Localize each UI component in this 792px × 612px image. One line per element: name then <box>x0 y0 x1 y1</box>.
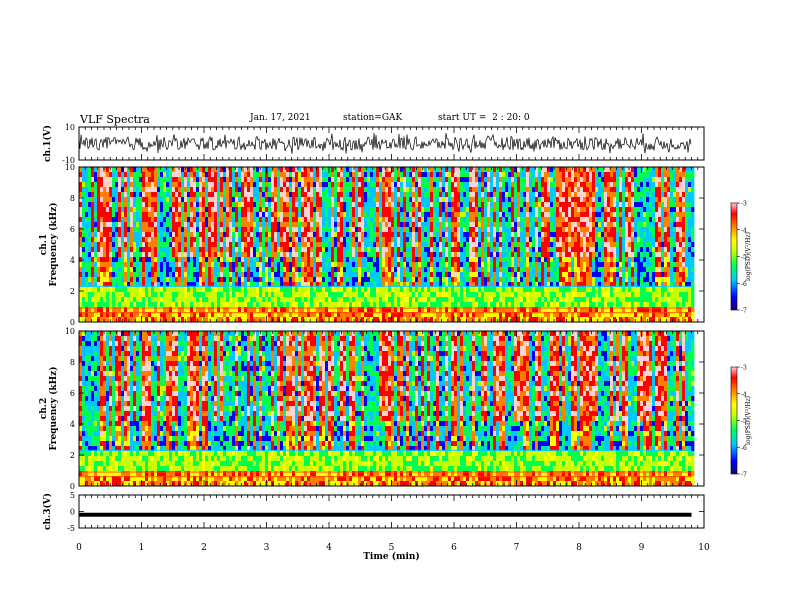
colorbar-tick-ch1-4: -7 <box>741 308 747 315</box>
colorbar-tick-ch2-2: -5 <box>741 418 747 425</box>
y-tick-label-p1-1: -10 <box>62 156 75 165</box>
y-tick-label-p2-4: 8 <box>70 194 75 203</box>
y-tick-label-p2-2: 4 <box>70 256 75 265</box>
colorbar-ch2 <box>730 366 738 475</box>
x-tick-label-6: 6 <box>451 543 457 553</box>
colorbar-label-ch2: log(PSD)(V²/Hz) <box>745 396 752 445</box>
colorbar-tick-ch1-3: -6 <box>741 281 747 288</box>
y-tick-label-p3-4: 8 <box>70 358 75 367</box>
y-tick-label-p3-5: 10 <box>65 327 75 336</box>
colorbar-tick-ch2-4: -7 <box>741 472 747 479</box>
y-tick-label-p2-3: 6 <box>70 225 75 234</box>
y-axis-label-p2-0: ch.1 <box>39 234 49 255</box>
colorbar-tick-ch2-0: -3 <box>741 365 747 372</box>
observation-date: Jan. 17, 2021 <box>250 113 311 123</box>
colorbar-tick-ch2-1: -4 <box>741 391 747 398</box>
y-tick-label-p3-2: 4 <box>70 420 75 429</box>
colorbar-label-ch1: log(PSD)(V²/Hz) <box>745 232 752 281</box>
x-tick-label-4: 4 <box>326 543 332 553</box>
x-tick-label-5: 5 <box>389 543 395 553</box>
x-axis-label: Time (min) <box>363 551 420 562</box>
x-tick-label-10: 10 <box>698 543 710 553</box>
station-label: station=GAK <box>343 113 403 123</box>
y-tick-label-p4-2: -5 <box>67 524 75 533</box>
y-tick-label-p3-0: 0 <box>70 482 75 491</box>
x-tick-label-7: 7 <box>514 543 520 553</box>
y-tick-label-p2-1: 2 <box>70 287 75 296</box>
x-tick-label-3: 3 <box>264 543 270 553</box>
y-axis-label-p3-1: Frequency (kHz) <box>48 366 59 450</box>
y-tick-label-p4-1: 0 <box>70 508 75 517</box>
y-tick-label-p2-0: 0 <box>70 318 75 327</box>
y-tick-label-p1-0: 10 <box>65 123 75 132</box>
x-tick-label-0: 0 <box>76 543 82 553</box>
colorbar-tick-ch2-3: -6 <box>741 445 747 452</box>
y-tick-label-p3-1: 2 <box>70 451 75 460</box>
spectrogram-ch1 <box>79 167 695 322</box>
colorbar-tick-ch1-0: -3 <box>741 201 747 208</box>
y-axis-label-p4-0: ch.3(V) <box>42 493 53 530</box>
figure-title: VLF Spectra <box>80 113 150 126</box>
y-axis-label-p2-1: Frequency (kHz) <box>48 202 59 286</box>
y-tick-label-p2-5: 10 <box>65 163 75 172</box>
x-tick-label-2: 2 <box>201 543 207 553</box>
ch1-waveform-line <box>78 132 692 154</box>
colorbar-tick-ch1-2: -5 <box>741 254 747 261</box>
colorbar-tick-ch1-1: -4 <box>741 227 747 234</box>
spectrogram-ch2 <box>79 331 695 486</box>
colorbar-ch1 <box>730 202 738 311</box>
y-tick-label-p3-3: 6 <box>70 389 75 398</box>
x-tick-label-1: 1 <box>139 543 145 553</box>
y-axis-label-p3-0: ch.2 <box>39 398 49 419</box>
x-tick-label-8: 8 <box>576 543 582 553</box>
start-time-label: start UT = 2 : 20: 0 <box>438 113 530 123</box>
y-axis-label-p1-0: ch.1(V) <box>42 125 53 162</box>
x-tick-label-9: 9 <box>639 543 645 553</box>
y-tick-label-p4-0: 5 <box>70 491 75 500</box>
